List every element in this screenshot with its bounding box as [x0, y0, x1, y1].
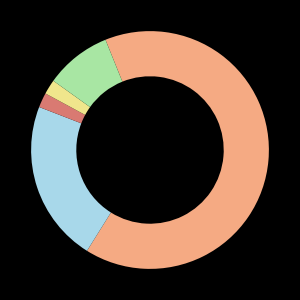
- Wedge shape: [87, 31, 269, 269]
- Wedge shape: [39, 94, 85, 123]
- Wedge shape: [45, 81, 90, 115]
- Wedge shape: [31, 107, 111, 251]
- Wedge shape: [53, 40, 122, 107]
